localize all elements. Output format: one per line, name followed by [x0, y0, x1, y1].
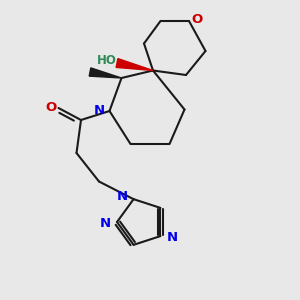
- Text: O: O: [191, 13, 202, 26]
- Text: N: N: [93, 104, 105, 118]
- Text: N: N: [117, 190, 128, 203]
- Text: HO: HO: [97, 53, 116, 67]
- Text: O: O: [45, 100, 57, 114]
- Text: N: N: [166, 231, 177, 244]
- Polygon shape: [116, 58, 153, 70]
- Text: N: N: [100, 217, 111, 230]
- Polygon shape: [89, 68, 122, 78]
